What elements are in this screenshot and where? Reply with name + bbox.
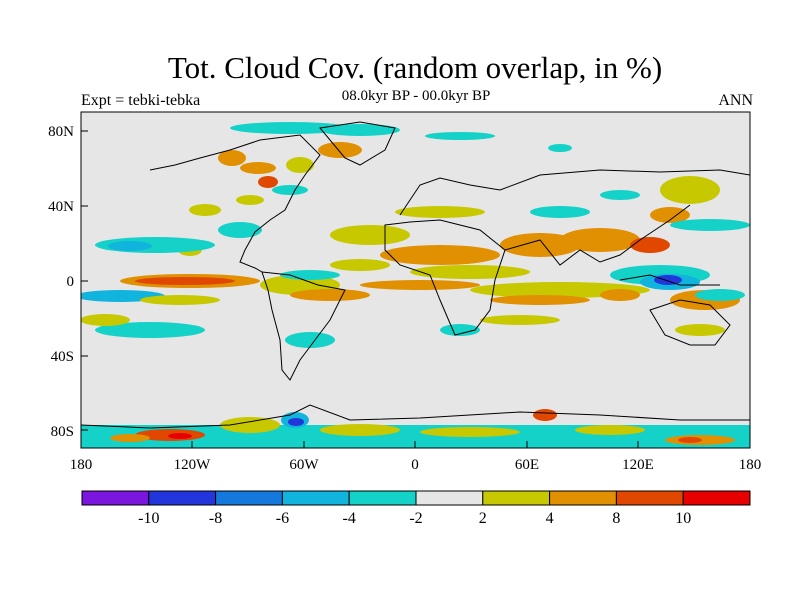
colorbar-swatch — [482, 490, 551, 506]
lat-tick: 80N — [48, 124, 74, 140]
colorbar-label: 4 — [546, 510, 554, 527]
colorbar-swatch — [81, 490, 150, 506]
lon-tick: 0 — [411, 457, 419, 473]
colorbar-swatch — [682, 490, 751, 506]
colorbar-label: 8 — [612, 510, 620, 527]
coastlines — [81, 121, 750, 429]
lon-tick: 120E — [622, 457, 654, 473]
map-subtitle: 08.0kyr BP - 00.0kyr BP — [341, 88, 491, 104]
lon-tick: 60W — [289, 457, 319, 473]
colorbar-swatch — [215, 490, 283, 506]
season-label: ANN — [718, 92, 753, 109]
lat-tick: 40N — [48, 199, 74, 215]
colorbar-label: -6 — [276, 510, 289, 527]
lat-axis: 80N 40N 0 40S 80S — [48, 124, 88, 440]
colorbar-label: -10 — [138, 510, 159, 527]
lat-tick: 40S — [51, 349, 74, 365]
colorbar-swatch — [148, 490, 217, 506]
lon-tick: 120W — [174, 457, 212, 473]
colorbar: -10 -8 -6 -4 -2 2 4 8 10 — [81, 490, 751, 527]
colorbar-label: -4 — [343, 510, 356, 527]
colorbar-label: -8 — [209, 510, 222, 527]
map-title: Tot. Cloud Cov. (random overlap, in %) — [167, 50, 663, 85]
anomaly-field — [81, 112, 750, 448]
colorbar-swatch — [415, 490, 484, 506]
colorbar-label: 2 — [479, 510, 487, 527]
lon-tick: 180 — [739, 457, 762, 473]
colorbar-label: 10 — [675, 510, 691, 527]
colorbar-swatch — [348, 490, 417, 506]
lat-tick: 80S — [51, 424, 74, 440]
experiment-label: Expt = tebki-tebka — [81, 92, 201, 109]
colorbar-swatch — [281, 490, 350, 506]
lon-tick: 180 — [70, 457, 93, 473]
lon-tick: 60E — [515, 457, 539, 473]
colorbar-label: -2 — [409, 510, 422, 527]
colorbar-swatch — [549, 490, 617, 506]
colorbar-swatch — [615, 490, 684, 506]
lat-tick: 0 — [67, 274, 75, 290]
lon-axis: 180 120W 60W 0 60E 120E 180 — [70, 441, 762, 473]
